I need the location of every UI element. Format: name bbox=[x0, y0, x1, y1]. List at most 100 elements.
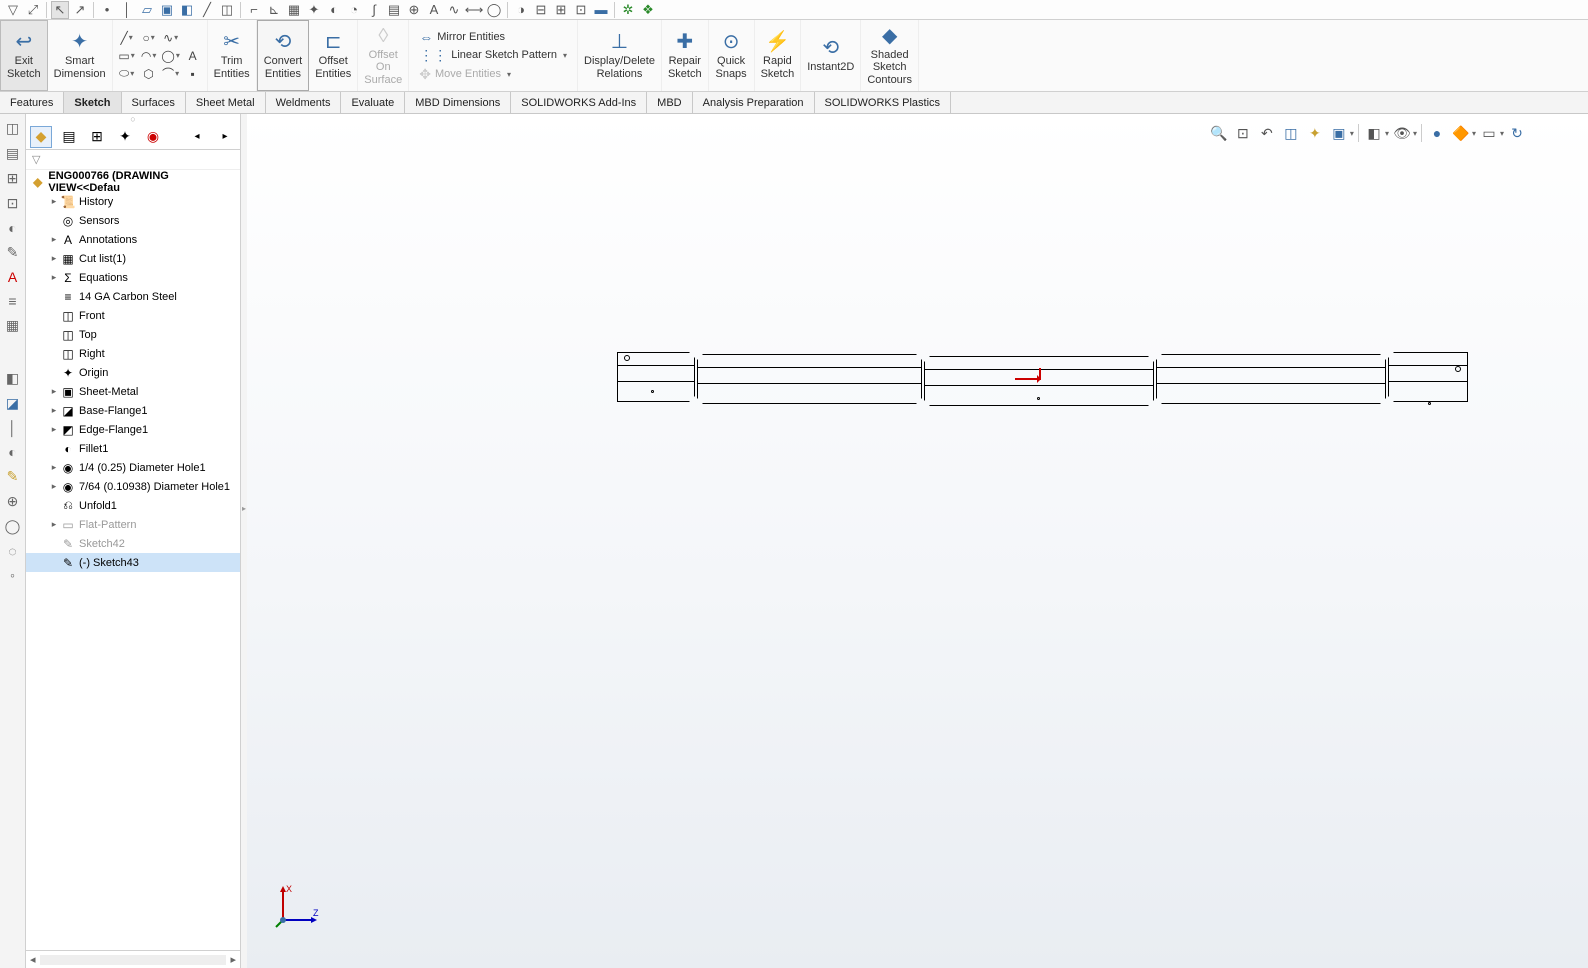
smart-dimension-button[interactable]: ✦ Smart Dimension bbox=[48, 20, 113, 91]
strip-icon-2[interactable]: ▤ bbox=[6, 145, 19, 162]
shaded-contours-button[interactable]: ◆ Shaded Sketch Contours bbox=[861, 20, 919, 91]
tree-item-1[interactable]: ◎Sensors bbox=[26, 211, 240, 230]
expander-icon[interactable]: ▸ bbox=[48, 253, 60, 264]
tree-item-6[interactable]: ◫Front bbox=[26, 306, 240, 325]
tab-sketch[interactable]: Sketch bbox=[64, 92, 121, 113]
apply-scene-icon[interactable]: 🔶 bbox=[1450, 122, 1472, 144]
slot-icon[interactable]: ⬭▾ bbox=[117, 66, 137, 82]
tree-item-17[interactable]: ▸▭Flat-Pattern bbox=[26, 515, 240, 534]
ref-icon[interactable]: ◫ bbox=[218, 1, 236, 19]
tree-root[interactable]: ◆ ENG000766 (DRAWING VIEW<<Defau bbox=[26, 172, 240, 192]
zoom-area-icon[interactable]: ⊡ bbox=[1232, 122, 1254, 144]
feature-tree-tab[interactable]: ◆ bbox=[30, 126, 52, 148]
zoom-icon[interactable]: ⊕ bbox=[405, 1, 423, 19]
repair-sketch-button[interactable]: ✚ Repair Sketch bbox=[662, 20, 709, 91]
line-tool-icon[interactable]: ╱ bbox=[198, 1, 216, 19]
tab-analysis-preparation[interactable]: Analysis Preparation bbox=[693, 92, 815, 113]
view-triad[interactable]: X Z bbox=[273, 882, 321, 930]
strip-icon-4[interactable]: ⊡ bbox=[7, 195, 19, 212]
tab-mbd[interactable]: MBD bbox=[647, 92, 692, 113]
display-manager-tab[interactable]: ◉ bbox=[142, 126, 164, 148]
line-icon[interactable]: ╱▾ bbox=[117, 30, 137, 46]
display-delete-relations-button[interactable]: ⊥ Display/Delete Relations bbox=[578, 20, 662, 91]
strip-icon-9[interactable]: ▦ bbox=[6, 317, 19, 334]
wave-icon[interactable]: ∿ bbox=[445, 1, 463, 19]
tree-item-16[interactable]: ⎌Unfold1 bbox=[26, 496, 240, 515]
tree-item-19[interactable]: ✎(-) Sketch43 bbox=[26, 553, 240, 572]
align2-icon[interactable]: ⊞ bbox=[552, 1, 570, 19]
tree-item-3[interactable]: ▸▦Cut list(1) bbox=[26, 249, 240, 268]
expander-icon[interactable]: ▸ bbox=[48, 272, 60, 283]
cube-icon[interactable]: ◧ bbox=[178, 1, 196, 19]
spline-icon[interactable]: ∿▾ bbox=[161, 30, 181, 46]
strip-icon-11[interactable]: ◪ bbox=[6, 395, 19, 412]
text-tool-icon[interactable]: A bbox=[183, 48, 203, 64]
tree-item-5[interactable]: ≡14 GA Carbon Steel bbox=[26, 287, 240, 306]
tree-item-15[interactable]: ▸◉7/64 (0.10938) Diameter Hole1 bbox=[26, 477, 240, 496]
display-style-icon[interactable]: ▣ bbox=[1328, 122, 1350, 144]
bom-icon[interactable]: ▤ bbox=[385, 1, 403, 19]
tab-weldments[interactable]: Weldments bbox=[266, 92, 342, 113]
eye-icon[interactable]: 👁 bbox=[1391, 122, 1413, 144]
expander-icon[interactable]: ▸ bbox=[48, 424, 60, 435]
align3-icon[interactable]: ⊡ bbox=[572, 1, 590, 19]
tree-item-8[interactable]: ◫Right bbox=[26, 344, 240, 363]
box-icon[interactable]: ▣ bbox=[158, 1, 176, 19]
arc-icon[interactable]: ◠▾ bbox=[139, 48, 159, 64]
exit-sketch-button[interactable]: ↩ Exit Sketch bbox=[0, 20, 48, 91]
screen-icon[interactable]: ▬ bbox=[592, 1, 610, 19]
rapid-sketch-button[interactable]: ⚡ Rapid Sketch bbox=[755, 20, 802, 91]
view-orient-icon[interactable]: ✦ bbox=[1304, 122, 1326, 144]
strip-icon-13[interactable]: ◐ bbox=[8, 444, 16, 460]
mirror-entities-button[interactable]: ⇔Mirror Entities bbox=[413, 29, 573, 45]
point-tool-icon[interactable]: ▪ bbox=[183, 66, 203, 82]
expander-icon[interactable]: ▸ bbox=[48, 481, 60, 492]
tab-features[interactable]: Features bbox=[0, 92, 64, 113]
expander-icon[interactable]: ▸ bbox=[48, 386, 60, 397]
trim-entities-button[interactable]: ✂ Trim Entities bbox=[208, 20, 257, 91]
strip-icon-12[interactable]: │ bbox=[8, 420, 17, 436]
tab-evaluate[interactable]: Evaluate bbox=[341, 92, 405, 113]
tab-mbd-dimensions[interactable]: MBD Dimensions bbox=[405, 92, 511, 113]
tree-item-12[interactable]: ▸◩Edge-Flange1 bbox=[26, 420, 240, 439]
tab-sheet-metal[interactable]: Sheet Metal bbox=[186, 92, 266, 113]
snap-icon[interactable]: ⊾ bbox=[265, 1, 283, 19]
filter-icon[interactable]: ▽ bbox=[4, 1, 22, 19]
tab-solidworks-plastics[interactable]: SOLIDWORKS Plastics bbox=[815, 92, 952, 113]
dimxpert-tab[interactable]: ✦ bbox=[114, 126, 136, 148]
prev-view-icon[interactable]: ↶ bbox=[1256, 122, 1278, 144]
property-manager-tab[interactable]: ▤ bbox=[58, 126, 80, 148]
text-icon[interactable]: A bbox=[425, 1, 443, 19]
tree-filter[interactable]: ▽ bbox=[26, 150, 240, 170]
grid-icon[interactable]: ▦ bbox=[285, 1, 303, 19]
scroll-left-icon[interactable]: ◂ bbox=[186, 126, 208, 148]
expander-icon[interactable]: ▸ bbox=[48, 405, 60, 416]
quick-snaps-button[interactable]: ⊙ Quick Snaps bbox=[709, 20, 755, 91]
globe-icon[interactable]: ✲ bbox=[619, 1, 637, 19]
edit-appearance-icon[interactable]: ● bbox=[1426, 122, 1448, 144]
tree-item-14[interactable]: ▸◉1/4 (0.25) Diameter Hole1 bbox=[26, 458, 240, 477]
align-icon[interactable]: ⊟ bbox=[532, 1, 550, 19]
expander-icon[interactable]: ▸ bbox=[48, 462, 60, 473]
strip-icon-3[interactable]: ⊞ bbox=[7, 170, 19, 187]
tree-item-18[interactable]: ✎Sketch42 bbox=[26, 534, 240, 553]
strip-icon-1[interactable]: ◫ bbox=[6, 120, 19, 137]
hide-show-icon[interactable]: ◧ bbox=[1363, 122, 1385, 144]
strip-icon-7[interactable]: A bbox=[8, 269, 17, 285]
strip-icon-8[interactable]: ≡ bbox=[8, 293, 16, 309]
strip-icon-14[interactable]: ✎ bbox=[7, 468, 19, 485]
strip-icon-10[interactable]: ◧ bbox=[6, 370, 19, 387]
strip-icon-15[interactable]: ⊕ bbox=[7, 493, 19, 510]
fillet-icon[interactable]: ⌒▾ bbox=[161, 66, 181, 82]
strip-icon-17[interactable]: ◌ bbox=[8, 543, 16, 559]
instant2d-button[interactable]: ⟲ Instant2D bbox=[801, 20, 861, 91]
view-settings-icon[interactable]: ▭ bbox=[1478, 122, 1500, 144]
select-icon[interactable]: ⤢ bbox=[24, 1, 42, 19]
tree-item-10[interactable]: ▸▣Sheet-Metal bbox=[26, 382, 240, 401]
section-view-icon[interactable]: ◫ bbox=[1280, 122, 1302, 144]
tree-item-13[interactable]: ◐Fillet1 bbox=[26, 439, 240, 458]
tab-solidworks-add-ins[interactable]: SOLIDWORKS Add-Ins bbox=[511, 92, 647, 113]
expander-icon[interactable]: ▸ bbox=[48, 234, 60, 245]
plane-icon[interactable]: ▱ bbox=[138, 1, 156, 19]
tree-item-4[interactable]: ▸ΣEquations bbox=[26, 268, 240, 287]
